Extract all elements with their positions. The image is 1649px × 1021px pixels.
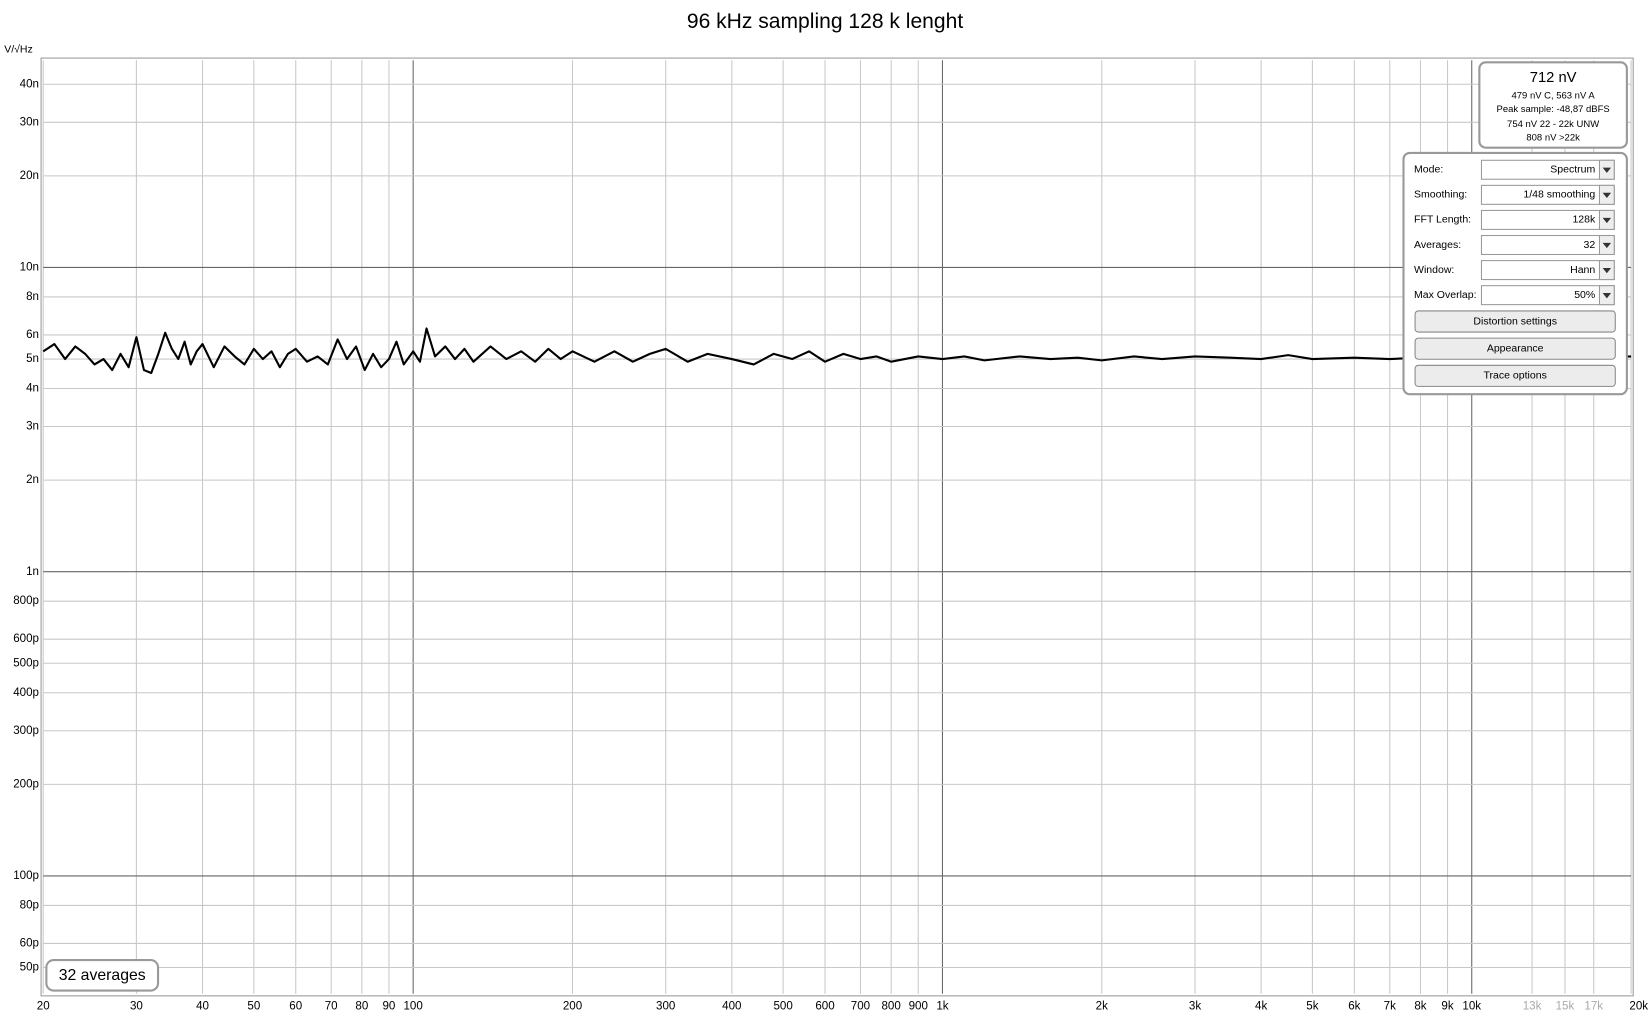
y-tick-label: 400p <box>13 687 39 699</box>
x-tick-label: 6k <box>1348 1000 1360 1012</box>
button[interactable] <box>1414 337 1616 360</box>
x-tick-label: 300 <box>656 1000 675 1012</box>
y-tick-label: 40n <box>20 78 39 90</box>
x-tick-label: 50 <box>247 1000 260 1012</box>
info-headline: 712 nV <box>1530 70 1577 86</box>
y-tick-label: 1n <box>26 566 39 578</box>
x-tick-label: 70 <box>325 1000 338 1012</box>
y-tick-label: 200p <box>13 778 39 790</box>
dropdown-arrow <box>1602 267 1612 274</box>
control-label: Mode: <box>1414 164 1443 176</box>
info-line: 479 nV C, 563 nV A <box>1512 91 1596 102</box>
control-label: Averages: <box>1414 239 1461 251</box>
x-tick-label: 10k <box>1462 1000 1481 1012</box>
x-tick-label: 900 <box>909 1000 928 1012</box>
y-tick-label: 2n <box>26 474 39 486</box>
plot-area <box>42 60 1632 994</box>
dropdown-value[interactable]: 50% <box>1574 289 1595 301</box>
control-label: Smoothing: <box>1414 189 1467 201</box>
y-tick-label: 600p <box>13 633 39 645</box>
y-tick-label: 100p <box>13 870 39 882</box>
button[interactable] <box>1414 310 1616 333</box>
y-tick-label: 8n <box>26 291 39 303</box>
y-tick-label: 4n <box>26 383 39 395</box>
dropdown-value[interactable]: 1/48 smoothing <box>1523 189 1595 201</box>
x-tick-label: 30 <box>130 1000 143 1012</box>
x-tick-label: 90 <box>382 1000 395 1012</box>
x-tick-label: 20kHz <box>1629 1000 1649 1012</box>
button-label[interactable]: Appearance <box>1487 342 1544 354</box>
y-tick-label: 60p <box>20 937 39 949</box>
x-tick-label: 5k <box>1306 1000 1318 1012</box>
overlay: 32 averages 712 nV 479 nV C, 563 nV A Peak… <box>45 61 1628 992</box>
button[interactable] <box>1414 364 1616 387</box>
x-tick-label: 15k <box>1556 1000 1575 1012</box>
button-label[interactable]: Trace options <box>1484 370 1547 382</box>
y-tick-label: 300p <box>13 725 39 737</box>
dropdown-value[interactable]: Hann <box>1570 264 1595 276</box>
x-tick-label: 80 <box>355 1000 368 1012</box>
chart-title: 96 kHz sampling 128 k lenght <box>687 10 963 33</box>
x-tick-label: 20 <box>37 1000 50 1012</box>
x-tick-label: 7k <box>1384 1000 1396 1012</box>
button-label[interactable]: Distortion settings <box>1473 315 1557 327</box>
x-tick-label: 4k <box>1255 1000 1267 1012</box>
y-tick-label: 800p <box>13 595 39 607</box>
x-tick-label: 600 <box>815 1000 834 1012</box>
x-tick-label: 17k <box>1584 1000 1603 1012</box>
x-tick-label: 800 <box>881 1000 900 1012</box>
dropdown-arrow <box>1602 242 1612 249</box>
annotation: 32 averages <box>59 967 146 984</box>
info-box <box>1478 61 1628 149</box>
x-tick-label: 60 <box>289 1000 302 1012</box>
y-tick-label: 80p <box>20 899 39 911</box>
info-line: Peak sample: -48,87 dBFS <box>1497 104 1610 115</box>
dropdown-arrow <box>1602 167 1612 173</box>
y-tick-label: 3n <box>26 421 39 433</box>
x-tick-label: 700 <box>851 1000 870 1012</box>
dropdown-arrow <box>1602 293 1612 299</box>
x-tick-label: 400 <box>722 1000 741 1012</box>
x-tick-label: 1k <box>936 1000 948 1012</box>
x-tick-label: 100 <box>403 1000 422 1012</box>
y-tick-label: 20n <box>20 170 39 182</box>
x-tick-label: 40 <box>196 1000 209 1012</box>
x-tick-label: 3k <box>1189 1000 1201 1012</box>
x-tick-label: 9k <box>1441 1000 1453 1012</box>
info-line: 754 nV 22 - 22k UNW <box>1507 119 1599 130</box>
y-axis-label: V/√Hz <box>4 43 33 55</box>
control-label: Max Overlap: <box>1414 289 1477 301</box>
x-tick-label: 13k <box>1523 1000 1542 1012</box>
x-tick-label: 500 <box>773 1000 792 1012</box>
y-tick-label: 50p <box>20 962 39 974</box>
x-tick-label: 8k <box>1414 1000 1426 1012</box>
dropdown-value[interactable]: 128k <box>1572 214 1596 226</box>
info-line: 808 nV >22k <box>1526 133 1580 144</box>
y-tick-label: 500p <box>13 657 39 669</box>
y-tick-label: 6n <box>26 329 39 341</box>
control-label: FFT Length: <box>1414 214 1471 226</box>
annotation-box <box>45 958 160 992</box>
x-tick-label: 2k <box>1096 1000 1108 1012</box>
trace-line <box>42 327 1632 375</box>
x-tick-label: 200 <box>563 1000 582 1012</box>
dropdown-arrow <box>1602 217 1612 224</box>
y-tick-label: 5n <box>26 353 39 365</box>
control-label: Window: <box>1414 264 1454 276</box>
y-tick-label: 10n <box>20 262 39 274</box>
dropdown-value[interactable]: Spectrum <box>1550 164 1595 176</box>
dropdown-value[interactable]: 32 <box>1584 239 1596 251</box>
y-tick-label: 30n <box>20 116 39 128</box>
dropdown-arrow <box>1602 192 1612 199</box>
plot-frame <box>40 57 1634 997</box>
